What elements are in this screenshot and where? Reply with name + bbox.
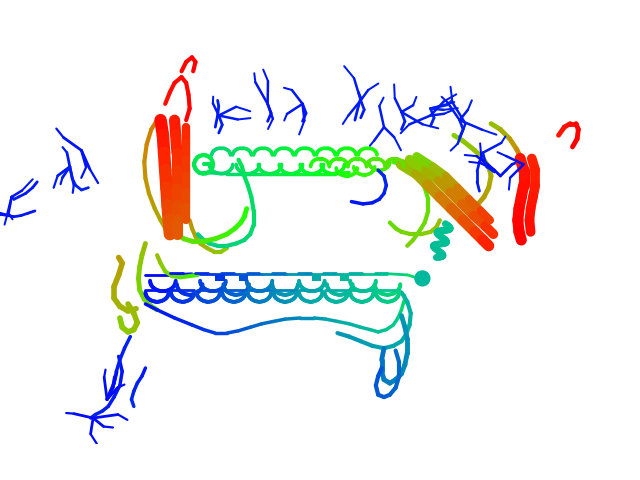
Circle shape bbox=[417, 273, 428, 284]
Polygon shape bbox=[312, 274, 321, 281]
Polygon shape bbox=[340, 274, 349, 281]
Polygon shape bbox=[215, 274, 225, 281]
Polygon shape bbox=[239, 274, 248, 281]
Circle shape bbox=[414, 270, 431, 287]
Circle shape bbox=[419, 275, 426, 282]
